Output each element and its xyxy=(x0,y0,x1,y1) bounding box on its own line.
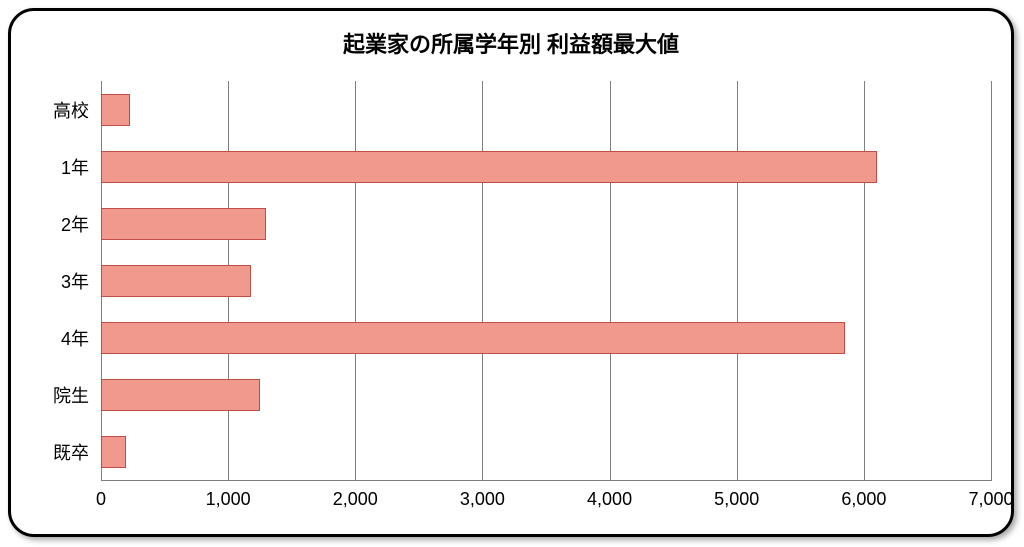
x-tick-label: 4,000 xyxy=(587,481,632,510)
category-label: 3年 xyxy=(61,268,101,294)
gridline xyxy=(610,81,611,481)
x-tick-label: 0 xyxy=(96,481,106,510)
bar xyxy=(101,265,251,297)
chart-title: 起業家の所属学年別 利益額最大値 xyxy=(11,27,1011,59)
gridline xyxy=(864,81,865,481)
bar xyxy=(101,208,266,240)
x-tick-label: 5,000 xyxy=(714,481,759,510)
bar xyxy=(101,94,130,126)
category-label: 院生 xyxy=(53,382,101,408)
x-tick-label: 2,000 xyxy=(333,481,378,510)
bar xyxy=(101,379,260,411)
x-tick-label: 6,000 xyxy=(841,481,886,510)
x-tick-label: 1,000 xyxy=(206,481,251,510)
bar xyxy=(101,322,845,354)
gridline xyxy=(482,81,483,481)
category-label: 既卒 xyxy=(53,439,101,465)
chart-frame: 起業家の所属学年別 利益額最大値 01,0002,0003,0004,0005,… xyxy=(8,8,1014,537)
gridline xyxy=(991,81,992,481)
x-tick-label: 3,000 xyxy=(460,481,505,510)
gridline xyxy=(355,81,356,481)
bar xyxy=(101,436,126,468)
category-label: 4年 xyxy=(61,325,101,351)
plot-area: 01,0002,0003,0004,0005,0006,0007,000高校1年… xyxy=(101,81,991,481)
bar xyxy=(101,151,877,183)
gridline xyxy=(737,81,738,481)
category-label: 2年 xyxy=(61,211,101,237)
category-label: 1年 xyxy=(61,154,101,180)
category-label: 高校 xyxy=(53,97,101,123)
x-tick-label: 7,000 xyxy=(968,481,1013,510)
